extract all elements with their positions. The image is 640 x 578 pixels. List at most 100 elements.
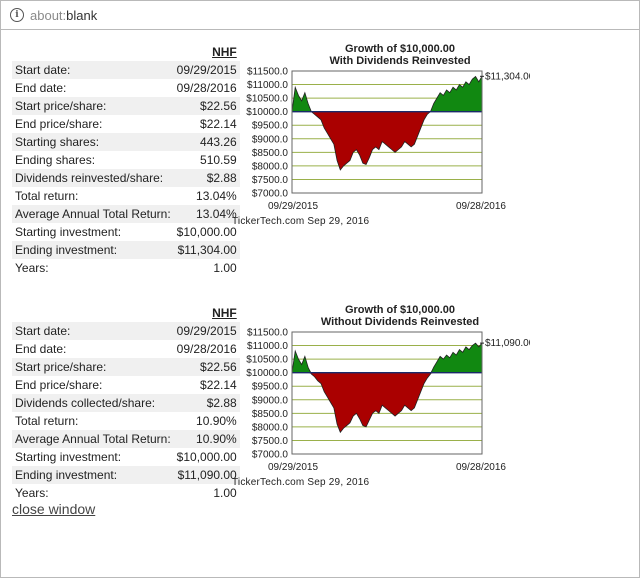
address-bar[interactable]: i about:blank (1, 1, 639, 30)
stat-value: $22.14 (200, 117, 237, 131)
y-tick-label: $8500.0 (252, 148, 289, 159)
stat-label: Ending shares: (15, 153, 96, 167)
growth-chart: Growth of $10,000.00 With Dividends Rein… (230, 43, 530, 233)
url-text[interactable]: about:blank (30, 8, 97, 23)
y-tick-label: $11500.0 (247, 328, 288, 339)
chart-credit: TickerTech.com Sep 29, 2016 (232, 216, 370, 227)
chart-credit: TickerTech.com Sep 29, 2016 (232, 477, 370, 488)
stat-label: Start price/share: (12, 358, 174, 376)
stat-label: Ending investment: (12, 241, 174, 259)
growth-chart: Growth of $10,000.00 Without Dividends R… (230, 304, 530, 494)
x-start-label: 09/29/2015 (268, 462, 318, 473)
results-section-without-dividends: NHF Start date: 09/29/2015 End date: 09/28/… (12, 304, 632, 554)
loss-area (292, 372, 482, 433)
stat-label: Dividends collected/share: (12, 394, 174, 412)
stat-row: Starting investment: $10,000.00 (12, 223, 240, 241)
stat-label: End date: (15, 342, 67, 356)
end-value-label: $11,090.00 (485, 338, 530, 349)
stat-row: Average Annual Total Return: 10.90% (12, 430, 240, 448)
url-scheme: about: (30, 7, 67, 23)
stats-table: NHF Start date: 09/29/2015 End date: 09/28/… (12, 43, 240, 277)
stat-value: 09/29/2015 (173, 322, 240, 340)
y-tick-label: $7500.0 (252, 436, 289, 447)
stat-label: End date: (15, 81, 67, 95)
stat-row: Starting investment: $10,000.00 (12, 448, 240, 466)
results-section-with-dividends: NHF Start date: 09/29/2015 End date: 09/28/… (12, 43, 632, 293)
stat-row: Ending investment: $11,304.00 (12, 241, 240, 259)
stat-value: 13.04% (173, 205, 240, 223)
ticker-heading: NHF (212, 45, 237, 59)
stat-label: Dividends reinvested/share: (12, 169, 174, 187)
stat-value: 13.04% (196, 189, 237, 203)
ticker-heading: NHF (212, 306, 237, 320)
stat-value: 1.00 (213, 261, 237, 275)
x-end-label: 09/28/2016 (456, 462, 506, 473)
end-value-label: $11,304.00 (485, 71, 530, 82)
stat-value: $10,000.00 (176, 225, 237, 239)
stat-label: Start date: (12, 61, 174, 79)
y-tick-label: $8000.0 (252, 161, 289, 172)
chart-title-line2: Without Dividends Reinvested (320, 316, 480, 328)
y-tick-label: $9000.0 (252, 134, 289, 145)
chart-title: Growth of $10,000.00 With Dividends Rein… (300, 43, 500, 67)
stats-rows: Start date: 09/29/2015 End date: 09/28/2016… (12, 322, 240, 502)
value-line (291, 342, 483, 434)
chart-title-line2: With Dividends Reinvested (329, 55, 471, 67)
y-tick-label: $7500.0 (252, 175, 289, 186)
stat-row: Total return: 13.04% (12, 187, 240, 205)
stat-value: $22.56 (173, 97, 240, 115)
close-window-link[interactable]: close window (12, 501, 96, 517)
stat-row: Start price/share: $22.56 (12, 358, 240, 376)
stat-label: Average Annual Total Return: (12, 205, 174, 223)
y-tick-label: $7000.0 (252, 189, 289, 200)
stat-value: $22.14 (200, 378, 237, 392)
value-line (291, 75, 483, 171)
y-tick-label: $11000.0 (247, 80, 288, 91)
info-icon[interactable]: i (10, 8, 24, 22)
loss-area (292, 111, 482, 170)
stat-label: Total return: (15, 189, 79, 203)
stat-label: Start date: (12, 322, 174, 340)
stat-value: 10.90% (196, 414, 237, 428)
url-path: blank (66, 7, 98, 23)
stat-label: Years: (15, 486, 49, 500)
y-tick-label: $10500.0 (246, 94, 288, 105)
stat-label: Starting investment: (15, 450, 122, 464)
stat-value: $11,090.00 (173, 466, 240, 484)
stat-value: 09/29/2015 (173, 61, 240, 79)
stat-row: Ending shares: 510.59 (12, 151, 240, 169)
stat-value: $11,304.00 (173, 241, 240, 259)
y-tick-label: $10500.0 (246, 355, 288, 366)
stat-row: End price/share: $22.14 (12, 376, 240, 394)
stat-row: Total return: 10.90% (12, 412, 240, 430)
gain-area (292, 343, 482, 373)
stat-value: $2.88 (173, 394, 240, 412)
stat-value: $2.88 (173, 169, 240, 187)
stat-value: 09/28/2016 (176, 81, 237, 95)
stat-row: End date: 09/28/2016 (12, 79, 240, 97)
stat-row: Average Annual Total Return: 13.04% (12, 205, 240, 223)
chart-title-line1: Growth of $10,000.00 (344, 304, 456, 316)
y-tick-label: $7000.0 (252, 450, 289, 461)
stat-value: 443.26 (173, 133, 240, 151)
chart-svg: $7000.0 $7500.0 $8000.0 $8500.0 $9000.0 $9500… (232, 328, 530, 489)
stat-row: Start price/share: $22.56 (12, 97, 240, 115)
x-start-label: 09/29/2015 (268, 201, 318, 212)
stat-label: End price/share: (15, 378, 103, 392)
stat-row: Dividends collected/share: $2.88 (12, 394, 240, 412)
stat-label: End price/share: (15, 117, 103, 131)
stat-value: 09/28/2016 (176, 342, 237, 356)
stat-label: Starting investment: (15, 225, 122, 239)
stat-label: Total return: (15, 414, 79, 428)
stats-rows: Start date: 09/29/2015 End date: 09/28/2016… (12, 61, 240, 277)
stat-row: Years: 1.00 (12, 259, 240, 277)
ticker-spacer (12, 304, 174, 322)
stat-row: Dividends reinvested/share: $2.88 (12, 169, 240, 187)
x-end-label: 09/28/2016 (456, 201, 506, 212)
y-tick-label: $10000.0 (246, 368, 288, 379)
y-tick-label: $8000.0 (252, 422, 289, 433)
y-tick-label: $9000.0 (252, 395, 289, 406)
y-tick-label: $11000.0 (247, 341, 288, 352)
stat-value: $22.56 (173, 358, 240, 376)
stat-row: Ending investment: $11,090.00 (12, 466, 240, 484)
